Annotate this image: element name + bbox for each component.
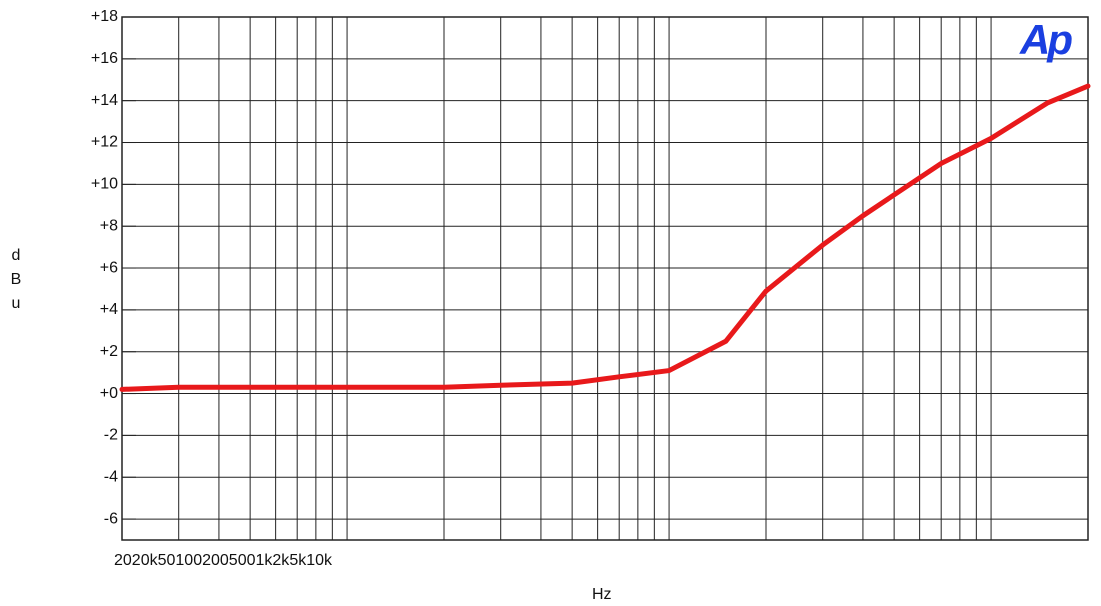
y-tick-label: +8	[100, 217, 118, 234]
logo: Ap	[1020, 16, 1073, 63]
y-tick-label: +4	[100, 301, 118, 318]
x-axis-label: Hz	[592, 586, 612, 603]
y-tick-label: +2	[100, 343, 118, 360]
y-tick-label: -4	[104, 468, 118, 485]
x-tick-label: 50	[157, 552, 176, 569]
x-tick-label: 100	[175, 552, 203, 569]
y-tick-label: +14	[91, 92, 118, 109]
x-tick-label: 200	[202, 552, 229, 569]
line	[119, 83, 1091, 392]
x-tick-labels: 20 20k 50 100 200 500 1k 2k 5k 10k	[114, 552, 332, 570]
x-tick-label: 5k	[289, 552, 307, 569]
y-tick-label: +0	[100, 385, 118, 402]
plot-frame	[121, 16, 1089, 541]
y-tick-label: +6	[100, 259, 118, 276]
y-tick-label: -2	[104, 427, 118, 444]
y-tick-label: +18	[91, 8, 118, 25]
x-tick-label: 20	[114, 552, 132, 569]
x-tick-label: 2k	[272, 552, 290, 569]
y-tick-label: -6	[104, 510, 118, 527]
x-tick-label: 10k	[306, 552, 333, 569]
y-tick-label: +16	[91, 50, 118, 67]
x-tick-label: 1k	[255, 552, 273, 569]
y-tick-label: +12	[91, 134, 118, 151]
x-tick-label: 20k	[131, 552, 158, 569]
y-tick-label: +10	[91, 176, 118, 193]
y-axis-label: dBu	[10, 247, 22, 312]
x-tick-label: 500	[228, 552, 256, 569]
